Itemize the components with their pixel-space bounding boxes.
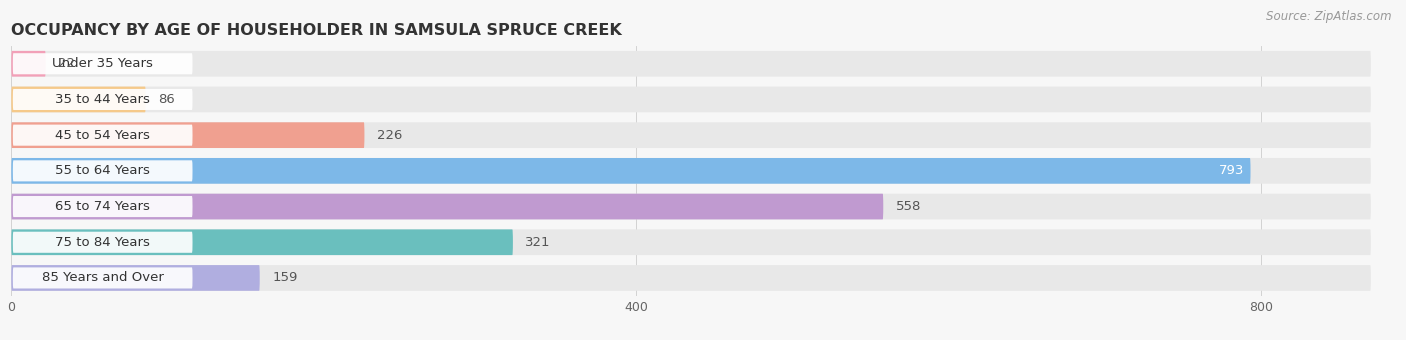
Text: 793: 793 [1219, 164, 1244, 177]
Text: 226: 226 [377, 129, 402, 142]
Text: 65 to 74 Years: 65 to 74 Years [55, 200, 150, 213]
FancyBboxPatch shape [11, 122, 1371, 148]
FancyBboxPatch shape [13, 268, 193, 288]
Text: 55 to 64 Years: 55 to 64 Years [55, 164, 150, 177]
FancyBboxPatch shape [11, 87, 1371, 112]
FancyBboxPatch shape [11, 230, 1371, 255]
FancyBboxPatch shape [11, 158, 1371, 184]
FancyBboxPatch shape [13, 125, 193, 146]
Text: 35 to 44 Years: 35 to 44 Years [55, 93, 150, 106]
Text: 75 to 84 Years: 75 to 84 Years [55, 236, 150, 249]
Text: 45 to 54 Years: 45 to 54 Years [55, 129, 150, 142]
FancyBboxPatch shape [11, 194, 1371, 219]
FancyBboxPatch shape [13, 53, 193, 74]
FancyBboxPatch shape [11, 265, 1371, 291]
Text: 86: 86 [157, 93, 174, 106]
FancyBboxPatch shape [11, 122, 364, 148]
Text: 85 Years and Over: 85 Years and Over [42, 271, 163, 285]
Text: 22: 22 [58, 57, 75, 70]
Text: 159: 159 [273, 271, 298, 285]
Text: Under 35 Years: Under 35 Years [52, 57, 153, 70]
FancyBboxPatch shape [11, 87, 146, 112]
Text: Source: ZipAtlas.com: Source: ZipAtlas.com [1267, 10, 1392, 23]
Text: 321: 321 [526, 236, 551, 249]
FancyBboxPatch shape [11, 194, 883, 219]
FancyBboxPatch shape [11, 51, 45, 76]
FancyBboxPatch shape [13, 160, 193, 181]
FancyBboxPatch shape [11, 51, 1371, 76]
FancyBboxPatch shape [11, 158, 1250, 184]
Text: 558: 558 [896, 200, 921, 213]
FancyBboxPatch shape [13, 232, 193, 253]
FancyBboxPatch shape [13, 89, 193, 110]
FancyBboxPatch shape [13, 196, 193, 217]
FancyBboxPatch shape [11, 265, 260, 291]
Text: OCCUPANCY BY AGE OF HOUSEHOLDER IN SAMSULA SPRUCE CREEK: OCCUPANCY BY AGE OF HOUSEHOLDER IN SAMSU… [11, 23, 621, 38]
FancyBboxPatch shape [11, 230, 513, 255]
